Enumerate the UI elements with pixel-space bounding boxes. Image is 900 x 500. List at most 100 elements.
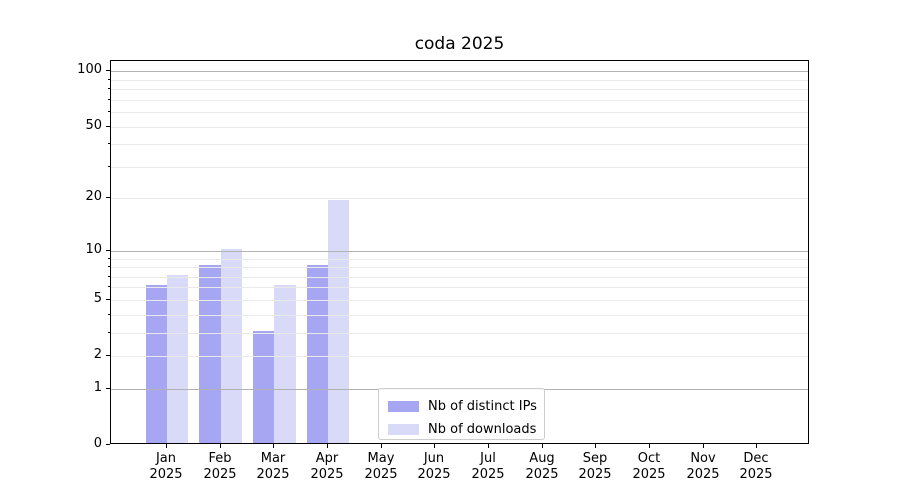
- gridline-minor-20: [111, 198, 808, 199]
- x-tick-mar: [273, 444, 274, 448]
- y-tick-label-5: 5: [93, 291, 102, 306]
- grid-layer: [111, 61, 808, 443]
- y-tick-label-50: 50: [85, 118, 102, 133]
- x-tick-oct: [649, 444, 650, 448]
- legend-swatch-ips: [388, 401, 419, 412]
- y-tick-label-0: 0: [93, 436, 102, 451]
- bar-ips-feb: [199, 265, 221, 443]
- gridline-minor-7: [111, 277, 808, 278]
- bar-downloads-mar: [274, 285, 296, 443]
- x-tick-month: Apr: [315, 451, 339, 466]
- gridline-minor-60: [111, 112, 808, 113]
- x-tick-feb: [220, 444, 221, 448]
- y-minor-tick-3: [108, 332, 110, 333]
- x-tick-label-jan: Jan 2025: [134, 451, 198, 483]
- x-tick-month: Aug: [529, 451, 555, 466]
- y-minor-tick-60: [108, 111, 110, 112]
- y-tick-0: [106, 444, 110, 445]
- x-tick-month: Mar: [260, 451, 286, 466]
- bars-layer: [111, 61, 808, 443]
- gridline-major-10: [111, 251, 808, 252]
- bar-downloads-jan: [167, 274, 189, 443]
- legend: Nb of distinct IPs Nb of downloads: [378, 388, 545, 440]
- y-tick-label-2: 2: [93, 347, 102, 362]
- y-minor-tick-40: [108, 143, 110, 144]
- x-tick-year: 2025: [632, 467, 666, 482]
- bar-downloads-feb: [220, 248, 243, 443]
- x-tick-month: Feb: [208, 451, 232, 466]
- gridline-minor-70: [111, 100, 808, 101]
- legend-label-downloads: Nb of downloads: [428, 422, 537, 437]
- gridline-minor-8: [111, 267, 808, 268]
- x-tick-jul: [488, 444, 489, 448]
- x-tick-jun: [434, 444, 435, 448]
- plot-area: [110, 60, 809, 444]
- y-minor-tick-30: [108, 166, 110, 167]
- gridline-minor-5: [111, 300, 808, 301]
- x-tick-label-aug: Aug 2025: [510, 451, 574, 483]
- x-tick-label-nov: Nov 2025: [671, 451, 735, 483]
- x-tick-year: 2025: [364, 467, 398, 482]
- x-tick-sep: [595, 444, 596, 448]
- y-minor-tick-8: [108, 266, 110, 267]
- bar-ips-jan: [145, 285, 167, 443]
- y-tick-label-1: 1: [93, 380, 102, 395]
- x-tick-month: Jan: [155, 451, 177, 466]
- y-minor-tick-6: [108, 286, 110, 287]
- y-tick-label-20: 20: [85, 189, 102, 204]
- y-tick-label-10: 10: [85, 242, 102, 257]
- gridline-minor-9: [111, 259, 808, 260]
- x-tick-label-jun: Jun 2025: [402, 451, 466, 483]
- y-tick-5: [106, 299, 110, 300]
- x-tick-month: Jul: [480, 451, 496, 466]
- x-tick-year: 2025: [149, 467, 183, 482]
- x-tick-label-apr: Apr 2025: [295, 451, 359, 483]
- x-tick-label-sep: Sep 2025: [563, 451, 627, 483]
- x-tick-month: Nov: [690, 451, 716, 466]
- gridline-minor-50: [111, 127, 808, 128]
- x-tick-jan: [166, 444, 167, 448]
- x-tick-aug: [542, 444, 543, 448]
- x-tick-year: 2025: [310, 467, 344, 482]
- x-tick-month: Jun: [423, 451, 445, 466]
- chart-title: coda 2025: [414, 34, 505, 54]
- x-tick-nov: [703, 444, 704, 448]
- x-tick-label-dec: Dec 2025: [724, 451, 788, 483]
- legend-swatch-downloads: [388, 424, 419, 435]
- gridline-minor-30: [111, 167, 808, 168]
- y-minor-tick-9: [108, 258, 110, 259]
- y-minor-tick-90: [108, 79, 110, 80]
- x-tick-label-oct: Oct 2025: [617, 451, 681, 483]
- gridline-minor-6: [111, 287, 808, 288]
- y-tick-10: [106, 250, 110, 251]
- y-tick-100: [106, 70, 110, 71]
- x-tick-year: 2025: [471, 467, 505, 482]
- bar-ips-apr: [306, 265, 328, 443]
- y-minor-tick-80: [108, 88, 110, 89]
- bar-ips-mar: [252, 330, 275, 443]
- x-tick-year: 2025: [578, 467, 612, 482]
- y-tick-2: [106, 355, 110, 356]
- y-tick-1: [106, 388, 110, 389]
- x-tick-year: 2025: [256, 467, 290, 482]
- x-tick-label-may: May 2025: [349, 451, 413, 483]
- gridline-minor-4: [111, 315, 808, 316]
- legend-label-ips: Nb of distinct IPs: [428, 399, 537, 414]
- x-tick-label-jul: Jul 2025: [456, 451, 520, 483]
- y-tick-50: [106, 126, 110, 127]
- x-tick-month: May: [367, 451, 395, 466]
- x-tick-year: 2025: [525, 467, 559, 482]
- x-tick-month: Dec: [743, 451, 769, 466]
- x-tick-may: [381, 444, 382, 448]
- y-minor-tick-70: [108, 99, 110, 100]
- y-minor-tick-4: [108, 314, 110, 315]
- x-tick-dec: [756, 444, 757, 448]
- gridline-minor-3: [111, 333, 808, 334]
- x-tick-month: Sep: [582, 451, 608, 466]
- legend-item-ips: Nb of distinct IPs: [388, 395, 544, 418]
- x-tick-year: 2025: [203, 467, 237, 482]
- x-tick-year: 2025: [417, 467, 451, 482]
- x-tick-label-mar: Mar 2025: [241, 451, 305, 483]
- gridline-major-100: [111, 71, 808, 72]
